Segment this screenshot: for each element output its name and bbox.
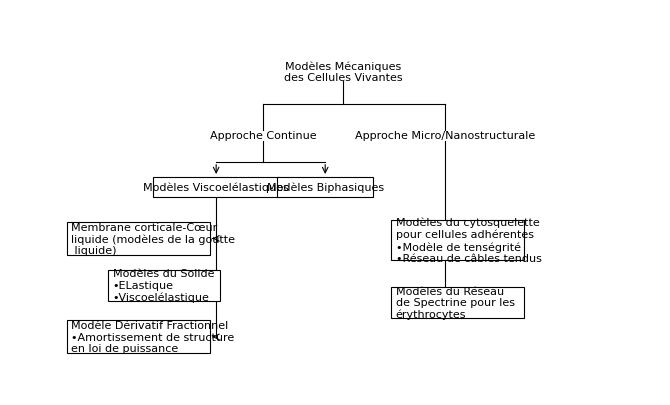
Text: Approche Micro/Nanostructurale: Approche Micro/Nanostructurale — [354, 131, 535, 141]
FancyBboxPatch shape — [277, 177, 373, 197]
FancyBboxPatch shape — [153, 177, 280, 197]
Text: Modèle Dérivatif Fractionnel
•Amortissement de structure
en loi de puissance: Modèle Dérivatif Fractionnel •Amortissem… — [71, 320, 234, 354]
Text: Modèles Mécaniques
des Cellules Vivantes: Modèles Mécaniques des Cellules Vivantes — [284, 61, 403, 83]
Text: Membrane corticale-Cœur
liquide (modèles de la goutte
 liquide): Membrane corticale-Cœur liquide (modèles… — [71, 222, 235, 256]
Text: Modèles Viscoelélastiques: Modèles Viscoelélastiques — [143, 182, 289, 193]
FancyBboxPatch shape — [391, 287, 524, 318]
Text: Modèles du Solide
•ELastique
•Viscoelélastique: Modèles du Solide •ELastique •Viscoeléla… — [113, 269, 214, 303]
FancyBboxPatch shape — [67, 321, 210, 354]
Text: Approche Continue: Approche Continue — [210, 131, 316, 141]
FancyBboxPatch shape — [109, 270, 220, 301]
FancyBboxPatch shape — [67, 222, 210, 255]
FancyBboxPatch shape — [391, 220, 524, 261]
Text: Modèles Biphasiques: Modèles Biphasiques — [267, 182, 384, 193]
Text: Modèles du Réseau
de Spectrine pour les
érythrocytes: Modèles du Réseau de Spectrine pour les … — [395, 286, 515, 320]
Text: Modèles du cytosquelette
pour cellules adhérentes
•Modèle de tenségrité
•Réseau : Modèles du cytosquelette pour cellules a… — [395, 217, 541, 264]
